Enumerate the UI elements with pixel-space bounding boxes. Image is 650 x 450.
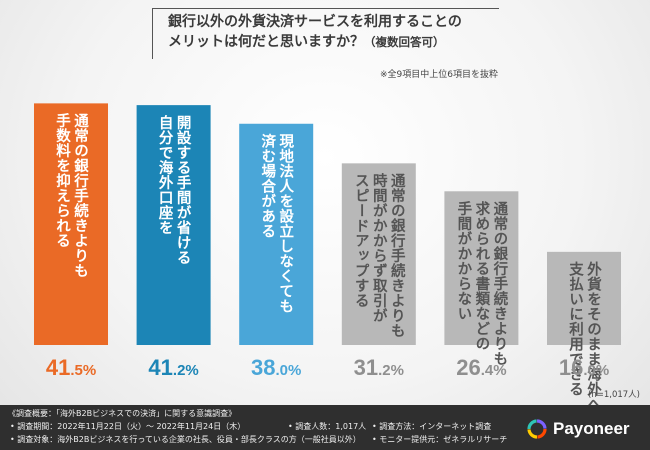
bar-value-label-3: 38.0%: [251, 355, 301, 380]
bar-chart: 通常の銀行手続きよりも手数料を抑えられる41.5%開設する手間が省ける自分で海外…: [34, 103, 640, 405]
bar-category-text: 時間がかからず取引が: [371, 173, 387, 323]
bar-category-text: 現地法人を設立しなくても: [277, 134, 293, 314]
title-line-2: メリットは何だと思いますか？: [168, 34, 364, 50]
bar-category-text: 開設する手間が省ける: [175, 115, 192, 265]
bar-value-label-2: 41.2%: [148, 355, 198, 380]
title-subnote: （複数回答可）: [364, 35, 445, 49]
survey-title: 《調査概要：「海外B2Bビジネスでの決済」に関する意識調査》: [8, 409, 237, 418]
bar-2: [136, 105, 211, 345]
bar-3: [239, 123, 314, 345]
bar-value-label-4: 31.2%: [354, 355, 404, 380]
bar-category-text: 手数料を抑えられる: [54, 112, 70, 248]
bar-4: [341, 163, 416, 345]
bar-category-text: 自分で海外口座を: [157, 114, 174, 235]
title-line-1: 銀行以外の外貨決済サービスを利用することの: [168, 14, 462, 30]
bar-value-label-6: 16.0%: [559, 355, 609, 380]
survey-method: • 調査方法：インターネット調査: [372, 422, 492, 431]
bar-category-text: 外貨をそのまま海外への: [585, 261, 601, 405]
bar-category-text: 通常の銀行手続きよりも: [389, 173, 406, 338]
bar-category-text: 通常の銀行手続きよりも: [72, 113, 89, 278]
bar-category-text: 手間がかからない: [455, 200, 471, 321]
selection-note: ※全9項目中上位6項目を抜粋: [380, 70, 498, 80]
bar-category-text: 通常の銀行手続きよりも: [491, 201, 508, 366]
bar-6: [547, 251, 621, 345]
bar-value-label-1: 41.5%: [46, 355, 96, 380]
chart-title: 銀行以外の外貨決済サービスを利用することの メリットは何だと思いますか？（複数回…: [168, 12, 508, 52]
survey-footer: 《調査概要：「海外B2Bビジネスでの決済」に関する意識調査》 • 調査期間：20…: [0, 405, 650, 450]
survey-respondents: • 調査人数：1,017人: [288, 422, 367, 431]
payoneer-logo-icon: [527, 419, 547, 439]
bar-5: [444, 191, 519, 345]
bar-category-text: 済む場合がある: [259, 133, 276, 239]
sample-size-note: (n=1,017人): [588, 390, 640, 400]
survey-period: • 調査期間：2022年11月22日（火）～ 2022年11月24日（木）: [10, 422, 246, 431]
bar-value-label-5: 26.4%: [456, 355, 506, 380]
survey-target: • 調査対象：海外B2Bビジネスを行っている企業の社長、役員・部長クラスの方（一…: [10, 435, 361, 444]
payoneer-wordmark: Payoneer: [553, 419, 630, 438]
title-frame: [152, 8, 499, 59]
survey-provider: • モニター提供元：ゼネラルリサーチ: [372, 435, 508, 444]
bar-category-text: スピードアップする: [353, 173, 369, 308]
bar-category-text: 求められる書類などの: [473, 200, 490, 351]
payoneer-logo: Payoneer: [526, 417, 630, 441]
bar-1: [34, 103, 108, 345]
bar-category-text: 支払いに利用できる: [567, 261, 583, 397]
